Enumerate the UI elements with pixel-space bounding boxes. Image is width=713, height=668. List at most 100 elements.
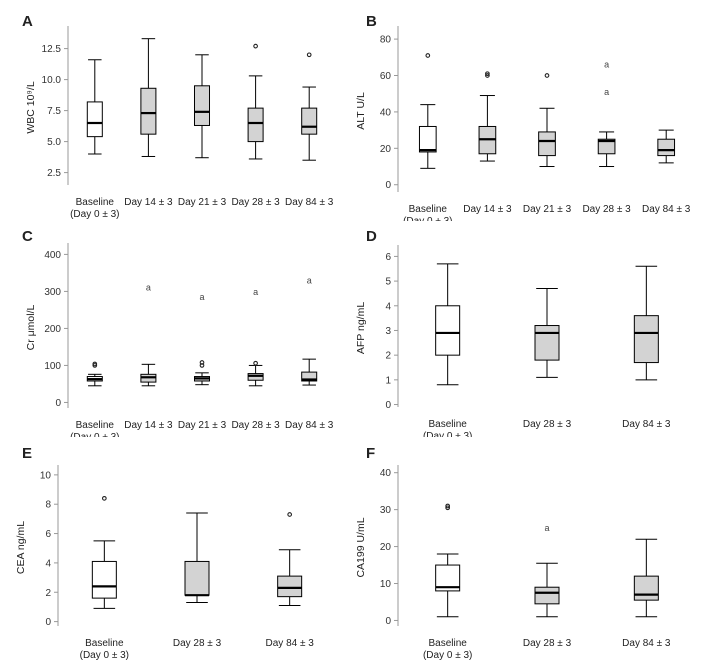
y-tick-label: 100 — [44, 361, 61, 372]
y-tick-label: 20 — [380, 144, 392, 155]
panel-letter-e: E — [22, 445, 33, 462]
panel-b: B ALT U/L 0 20 40 60 80 Baseline(Day 0 ± 3) Day… — [355, 0, 713, 227]
x-tick-label: Day 14 ± 3 — [124, 197, 173, 208]
x-tick-sublabel: (Day 0 ± 3) — [70, 209, 119, 220]
outlier-point — [445, 505, 451, 511]
iqr-box — [301, 107, 318, 135]
iqr-box — [184, 560, 210, 596]
afp-box-plot: AFP ng/mL 0 1 2 3 4 5 6 Baseline(Day 0 ± 3) Day 2… — [355, 245, 671, 442]
y-tick-label: 0 — [385, 180, 391, 191]
y-tick-label: 6 — [45, 529, 51, 540]
x-tick-label: Day 84 ± 3 — [266, 638, 315, 649]
box-group — [86, 361, 103, 387]
y-tick-label: 8 — [45, 500, 51, 511]
outlier-point — [425, 53, 431, 58]
extreme-outlier-marker: a — [544, 523, 549, 533]
y-axis-label: ALT U/L — [356, 92, 367, 130]
box-group — [478, 71, 497, 162]
box-group — [534, 288, 560, 378]
iqr-box — [247, 373, 264, 381]
panel-letter-c: C — [22, 228, 33, 245]
y-tick-label: 10 — [40, 470, 52, 481]
outlier-point — [92, 361, 98, 367]
iqr-box — [301, 371, 318, 382]
iqr-box — [247, 107, 264, 143]
iqr-box — [534, 325, 560, 361]
panel-letter-f: F — [366, 445, 376, 462]
y-tick-label: 7.5 — [47, 106, 61, 117]
panel-letter-d: D — [366, 228, 377, 245]
x-tick-label: Baseline — [409, 204, 448, 215]
y-tick-label: 1 — [385, 375, 391, 386]
panel-a: A WBC 10⁹/L 2.5 5.0 7.5 10.0 12.5 Baseline (Day… — [0, 0, 356, 221]
x-tick-label: Baseline — [76, 420, 115, 431]
box-group — [277, 512, 303, 606]
y-tick-label: 80 — [380, 35, 392, 46]
panel-c: C Cr μmol/L 0 100 200 300 400 Baseline(Day 0 ±… — [0, 222, 356, 443]
x-tick-label: Day 21 ± 3 — [178, 197, 227, 208]
iqr-box — [193, 85, 211, 126]
iqr-box — [633, 315, 659, 364]
box-group: a — [140, 283, 157, 387]
y-tick-label: 400 — [44, 250, 61, 261]
y-axis-label: CEA ng/mL — [15, 521, 27, 574]
alt-box-plot: ALT U/L 0 20 40 60 80 Baseline(Day 0 ± 3) Day 1… — [355, 26, 691, 227]
x-tick-sublabel: (Day 0 ± 3) — [423, 650, 472, 661]
y-tick-label: 0 — [385, 616, 391, 627]
y-tick-label: 5.0 — [47, 137, 61, 148]
x-tick-label: Day 14 ± 3 — [463, 204, 512, 215]
outlier-point — [544, 73, 550, 78]
x-tick-label: Day 84 ± 3 — [285, 197, 334, 208]
box-group — [140, 38, 157, 157]
iqr-box — [86, 101, 103, 138]
iqr-box — [657, 138, 676, 157]
y-tick-label: 4 — [45, 558, 51, 569]
y-tick-label: 60 — [380, 71, 392, 82]
y-tick-label: 2.5 — [47, 168, 61, 179]
iqr-box — [140, 87, 157, 135]
iqr-box — [418, 125, 437, 153]
box-group — [435, 263, 461, 386]
extreme-outlier-marker: a — [146, 283, 151, 293]
x-tick-label: Day 28 ± 3 — [523, 419, 572, 430]
iqr-box — [597, 138, 616, 155]
x-tick-label: Day 21 ± 3 — [523, 204, 572, 215]
x-tick-label: Day 28 ± 3 — [523, 638, 572, 649]
y-tick-label: 0 — [55, 398, 61, 409]
cea-box-plot: CEA ng/mL 0 2 4 6 8 10 Baseline(Day 0 ± 3) Day 2… — [15, 465, 315, 661]
y-tick-label: 5 — [385, 277, 391, 288]
box-group — [247, 43, 264, 160]
outlier-point — [485, 71, 490, 77]
iqr-box — [633, 575, 659, 601]
x-tick-label: Day 14 ± 3 — [124, 420, 173, 431]
y-tick-label: 40 — [380, 468, 392, 479]
box-group — [435, 503, 461, 618]
panel-letter-b: B — [366, 13, 377, 30]
x-tick-label: Day 84 ± 3 — [622, 419, 671, 430]
x-tick-label: Baseline — [85, 638, 124, 649]
box-group: a — [534, 523, 560, 618]
box-group — [193, 54, 211, 159]
x-tick-label: Day 84 ± 3 — [285, 420, 334, 431]
x-tick-sublabel: (Day 0 ± 3) — [80, 650, 129, 661]
y-axis-label: Cr μmol/L — [25, 304, 37, 350]
y-tick-label: 0 — [45, 617, 51, 628]
outlier-point — [485, 73, 490, 78]
x-tick-label: Day 28 ± 3 — [231, 420, 280, 431]
y-tick-label: 2 — [385, 351, 391, 362]
y-tick-label: 2 — [45, 588, 51, 599]
panel-e: E CEA ng/mL 0 2 4 6 8 10 Baseline (Day 0 ± 3) Day… — [0, 441, 356, 663]
outlier-point — [287, 512, 293, 517]
y-tick-label: 300 — [44, 287, 61, 298]
box-group — [86, 59, 103, 155]
y-tick-label: 30 — [380, 505, 392, 516]
box-group — [657, 129, 676, 164]
panel-d: D AFP ng/mL 0 1 2 3 4 5 6 Baseline (Day 0 ± 3) Day… — [355, 222, 713, 442]
box-group — [538, 73, 556, 168]
y-tick-label: 6 — [385, 252, 391, 263]
y-tick-label: 20 — [380, 542, 392, 553]
y-tick-label: 10.0 — [42, 75, 62, 86]
y-tick-label: 12.5 — [42, 44, 62, 55]
outlier-point — [253, 360, 258, 366]
x-tick-label: Day 84 ± 3 — [642, 204, 691, 215]
